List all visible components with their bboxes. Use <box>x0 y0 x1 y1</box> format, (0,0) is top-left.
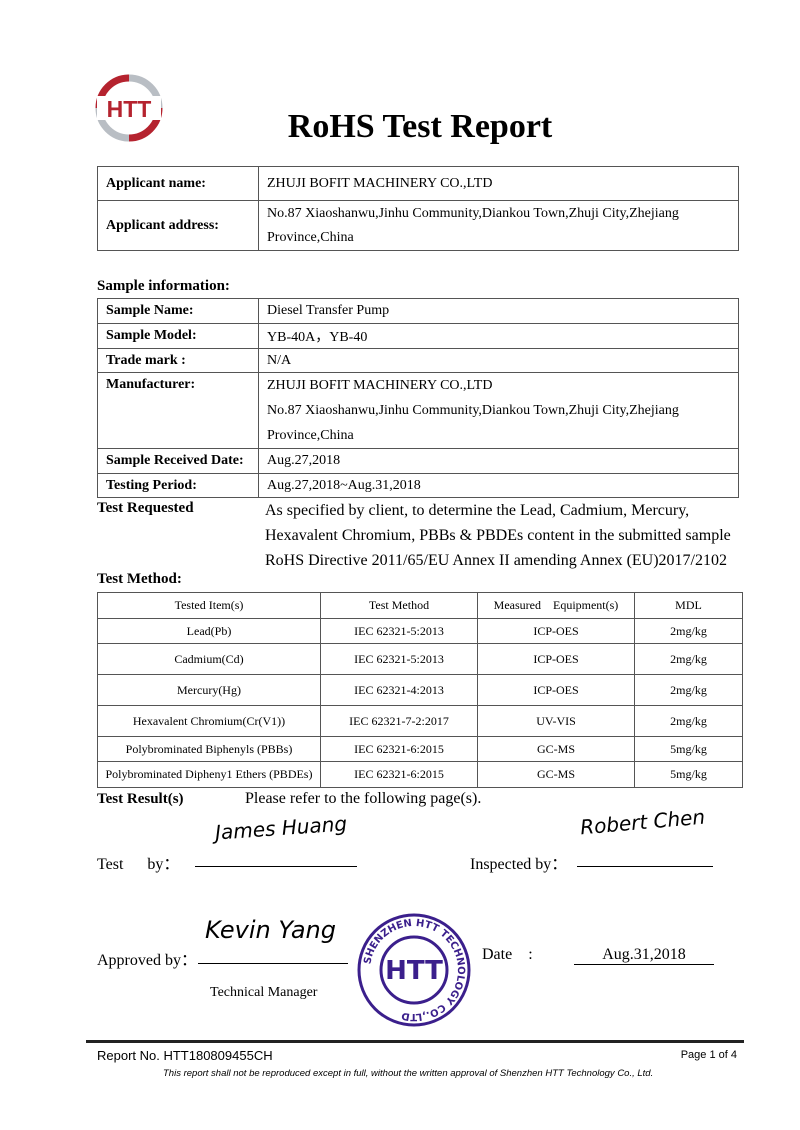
company-stamp: SHENZHEN HTT TECHNOLOGY CO.,LTD HTT <box>357 913 471 1027</box>
test-requested-line: RoHS Directive 2011/65/EU Annex II amend… <box>265 552 727 569</box>
cell: IEC 62321-4:2013 <box>320 674 478 706</box>
page-number: Page 1 of 4 <box>680 1049 737 1061</box>
sample-label: Trade mark : <box>97 348 259 373</box>
cell: ICP-OES <box>477 618 635 644</box>
table-row: Hexavalent Chromium(Cr(V1)) IEC 62321-7-2… <box>97 705 743 737</box>
cell: Cadmium(Cd) <box>97 643 321 675</box>
cell: UV-VIS <box>477 705 635 737</box>
column-header: Measured Equipment(s) <box>477 592 635 619</box>
sample-label: Manufacturer: <box>97 372 259 449</box>
sample-value: YB-40A，YB-40 <box>258 323 739 349</box>
cell: 2mg/kg <box>634 674 743 706</box>
manufacturer-name: ZHUJI BOFIT MACHINERY CO.,LTD <box>267 378 493 393</box>
test-by-line <box>195 866 357 867</box>
date-label: Date : <box>482 946 533 963</box>
sample-label: Testing Period: <box>97 473 259 498</box>
manufacturer-address-1: No.87 Xiaoshanwu,Jinhu Community,Diankou… <box>267 403 679 418</box>
cell: IEC 62321-5:2013 <box>320 643 478 675</box>
cell: IEC 62321-7-2:2017 <box>320 705 478 737</box>
cell: GC-MS <box>477 761 635 788</box>
cell: ICP-OES <box>477 674 635 706</box>
cell: 2mg/kg <box>634 705 743 737</box>
inspected-by-label: Inspected by： <box>470 856 568 873</box>
test-result-label: Test Result(s) <box>97 791 184 807</box>
applicant-address-line2: Province,China <box>267 229 354 245</box>
cell: GC-MS <box>477 736 635 762</box>
footer-divider <box>86 1040 744 1043</box>
test-by-label: Test by： <box>97 856 180 873</box>
approver-title: Technical Manager <box>210 985 318 1000</box>
applicant-name: ZHUJI BOFIT MACHINERY CO.,LTD <box>258 166 739 201</box>
test-requested-line: Hexavalent Chromium, PBBs & PBDEs conten… <box>265 527 731 544</box>
table-row: Cadmium(Cd) IEC 62321-5:2013 ICP-OES 2mg/kg <box>97 643 743 675</box>
cell: Polybrominated Biphenyls (PBBs) <box>97 736 321 762</box>
sample-label: Sample Name: <box>97 298 259 324</box>
sample-label: Sample Received Date: <box>97 448 259 474</box>
sample-value: Aug.27,2018 <box>258 448 739 474</box>
column-header: Tested Item(s) <box>97 592 321 619</box>
column-header: Test Method <box>320 592 478 619</box>
test-result-text: Please refer to the following page(s). <box>245 790 482 807</box>
cell: 5mg/kg <box>634 761 743 788</box>
test-method-heading: Test Method: <box>97 571 182 587</box>
sample-table: Sample Name: Diesel Transfer Pump Sample … <box>97 298 739 498</box>
table-row: Mercury(Hg) IEC 62321-4:2013 ICP-OES 2mg/kg <box>97 674 743 706</box>
test-requested-label: Test Requested <box>97 500 194 516</box>
test-requested-text: As specified by client, to determine the… <box>265 498 731 573</box>
cell: Hexavalent Chromium(Cr(V1)) <box>97 705 321 737</box>
sample-heading: Sample information: <box>97 278 230 294</box>
cell: 2mg/kg <box>634 618 743 644</box>
sample-value: N/A <box>258 348 739 373</box>
cell: Polybrominated Dipheny1 Ethers (PBDEs) <box>97 761 321 788</box>
applicant-address-line1: No.87 Xiaoshanwu,Jinhu Community,Diankou… <box>267 205 679 221</box>
inspector-signature: Robert Chen <box>579 804 706 840</box>
sample-value: Diesel Transfer Pump <box>258 298 739 324</box>
table-row: Polybrominated Dipheny1 Ethers (PBDEs) IE… <box>97 761 743 788</box>
sample-label: Sample Model: <box>97 323 259 349</box>
svg-text:HTT: HTT <box>107 96 152 122</box>
cell: 2mg/kg <box>634 643 743 675</box>
test-method-table: Tested Item(s) Test Method Measured Equipm… <box>97 592 743 788</box>
approved-by-line <box>198 963 348 964</box>
cell: IEC 62321-6:2015 <box>320 736 478 762</box>
svg-text:HTT: HTT <box>385 956 443 986</box>
approved-by-label: Approved by： <box>97 952 197 969</box>
sample-value: Aug.27,2018~Aug.31,2018 <box>258 473 739 498</box>
page-title: RoHS Test Report <box>287 108 553 145</box>
report-number: Report No. HTT180809455CH <box>97 1048 273 1063</box>
manufacturer-address-2: Province,China <box>267 428 354 443</box>
cell: 5mg/kg <box>634 736 743 762</box>
inspected-by-line <box>577 866 713 867</box>
table-row: Polybrominated Biphenyls (PBBs) IEC 62321… <box>97 736 743 762</box>
approval-date: Aug.31,2018 <box>574 946 714 965</box>
cell: Mercury(Hg) <box>97 674 321 706</box>
table-row: Lead(Pb) IEC 62321-5:2013 ICP-OES 2mg/kg <box>97 618 743 644</box>
htt-logo: HTT <box>95 74 163 142</box>
column-header: MDL <box>634 592 743 619</box>
disclaimer: This report shall not be reproduced exce… <box>163 1068 654 1079</box>
cell: IEC 62321-5:2013 <box>320 618 478 644</box>
applicant-table: Applicant name: ZHUJI BOFIT MACHINERY CO.… <box>97 166 739 251</box>
applicant-address-label: Applicant address: <box>97 200 259 251</box>
cell: ICP-OES <box>477 643 635 675</box>
applicant-name-label: Applicant name: <box>97 166 259 201</box>
tester-signature: James Huang <box>214 811 348 845</box>
approver-signature: Kevin Yang <box>205 916 336 944</box>
test-requested-line: As specified by client, to determine the… <box>265 502 690 519</box>
cell: IEC 62321-6:2015 <box>320 761 478 788</box>
cell: Lead(Pb) <box>97 618 321 644</box>
